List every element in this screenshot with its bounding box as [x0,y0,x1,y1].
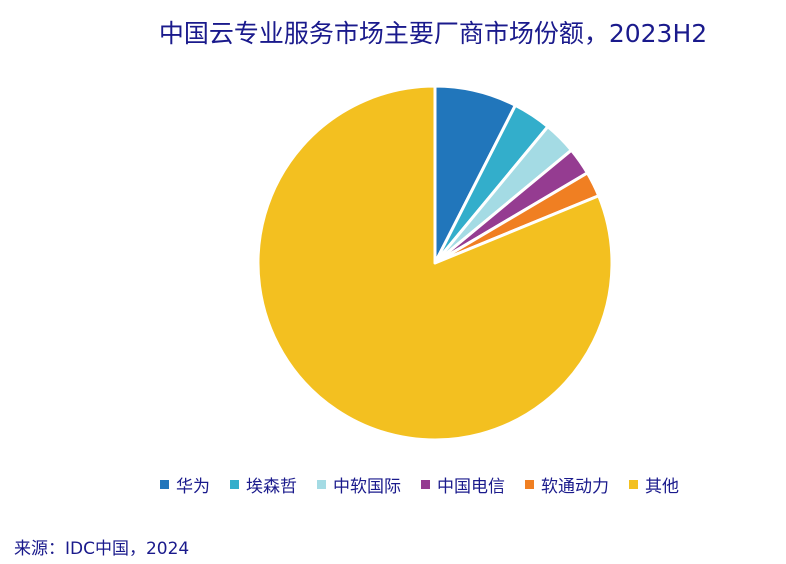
legend-swatch [525,480,534,489]
legend-label: 埃森哲 [246,477,297,497]
pie-slice-5 [256,84,614,442]
legend-item-3: 中国电信 [421,472,505,497]
legend-item-4: 软通动力 [525,472,609,497]
legend-label: 中软国际 [333,477,401,497]
legend-item-0: 华为 [160,472,210,497]
legend-label: 中国电信 [437,477,505,497]
legend-swatch [230,480,239,489]
legend-swatch [629,480,638,489]
legend-label: 其他 [645,477,679,497]
chart-title: 中国云专业服务市场主要厂商市场份额，2023H2 [158,19,708,48]
source-note: 来源：IDC中国，2024 [14,539,190,559]
legend-item-2: 中软国际 [317,472,401,497]
legend-swatch [160,480,169,489]
legend-label: 软通动力 [541,477,609,497]
legend-swatch [421,480,430,489]
legend-label: 华为 [176,477,210,497]
legend-item-5: 其他 [629,472,679,497]
legend-swatch [317,480,326,489]
chart-legend: 华为 埃森哲 中软国际 中国电信 软通动力 其他 [160,472,699,497]
legend-item-1: 埃森哲 [230,472,297,497]
